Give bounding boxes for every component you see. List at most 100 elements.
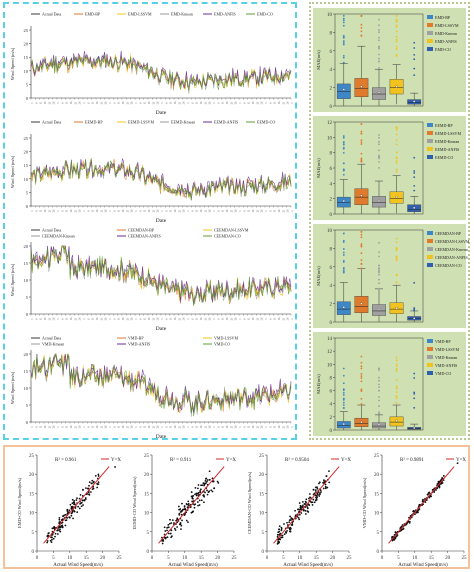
- box-outlier: [395, 356, 398, 359]
- scatter-point: [180, 510, 183, 512]
- x-tick-label: 1: [109, 102, 112, 104]
- x-tick-label: 16: [96, 209, 99, 212]
- y-tick-label: 10: [327, 363, 333, 368]
- x-tick-label: 21: [256, 317, 259, 320]
- scatter-point: [304, 513, 307, 515]
- y-tick-label: 10: [327, 229, 333, 234]
- scatter-point: [54, 535, 56, 538]
- x-tick-label: 26: [157, 101, 160, 104]
- scatter-point: [395, 535, 398, 538]
- y-axis-label: VMD-CO Wind Speed(m/s): [362, 477, 367, 528]
- x-tick-label: 6: [269, 426, 272, 428]
- scatter-point: [76, 511, 79, 514]
- scatter-point: [438, 485, 441, 488]
- x-tick-label: 26: [53, 209, 56, 212]
- box-outlier: [413, 184, 416, 187]
- x-tick-label: 16: [122, 101, 125, 104]
- x-tick-label: 26: [131, 317, 134, 320]
- scatter-point: [185, 519, 188, 522]
- x-tick-label: 26: [209, 101, 212, 104]
- legend-swatch: [427, 371, 433, 375]
- x-tick-label: 26: [183, 425, 186, 428]
- box-outlier: [395, 127, 398, 129]
- x-tick-label: 11: [222, 425, 225, 428]
- box-outlier: [360, 141, 363, 144]
- x-tick-label: 1: [291, 210, 294, 212]
- scatter-point: [197, 504, 199, 507]
- box-outlier: [378, 47, 380, 50]
- scatter-point: [325, 475, 328, 477]
- box-mean: [395, 85, 398, 88]
- series-line: [30, 157, 292, 201]
- box-outlier: [378, 157, 380, 160]
- box-outlier: [395, 45, 398, 48]
- legend-label: EMD-ANFIS: [214, 12, 236, 17]
- box-outlier: [395, 401, 398, 404]
- y-tick-label: 4: [330, 284, 333, 289]
- x-tick-label: 1: [213, 426, 216, 428]
- y-tick-label: 6: [330, 266, 333, 271]
- scatter-point: [412, 509, 415, 512]
- scatter-point: [195, 492, 198, 495]
- scatter-point: [164, 530, 167, 532]
- x-tick-label: 21: [230, 317, 233, 320]
- box-outlier: [413, 372, 416, 375]
- x-tick-label: 16: [70, 101, 73, 104]
- x-tick-label: 11: [66, 425, 69, 428]
- identity-line: [43, 466, 110, 544]
- legend-label: Actual Data: [42, 120, 61, 125]
- scatter-point: [212, 480, 214, 483]
- scatter-point: [208, 470, 211, 473]
- x-tick-label: 5: [167, 556, 170, 561]
- scatter-point: [180, 528, 182, 530]
- box-outlier: [342, 394, 345, 396]
- x-tick-label: 1: [291, 318, 294, 320]
- x-tick-label: 21: [74, 101, 77, 104]
- scatter-point: [278, 525, 281, 528]
- x-tick-label: 1: [135, 210, 138, 212]
- x-tick-label: 26: [209, 317, 212, 320]
- box-outlier: [378, 29, 380, 31]
- box-outlier: [395, 55, 398, 57]
- x-tick-label: 20: [215, 556, 221, 561]
- x-tick-label: 16: [174, 209, 177, 212]
- x-tick-label: 26: [105, 101, 108, 104]
- y-tick-label: 10: [24, 177, 29, 182]
- scatter-point: [187, 521, 189, 523]
- y-axis-label: Wind Speed (m/s): [10, 47, 15, 80]
- x-tick-label: 6: [35, 102, 38, 104]
- y-tick-label: 5: [377, 531, 380, 536]
- box-outlier: [342, 404, 345, 406]
- y-tick-label: 20: [24, 244, 29, 249]
- x-tick-label: 6: [191, 426, 194, 428]
- scatter-point: [290, 519, 292, 521]
- scatter-point: [196, 501, 199, 503]
- scatter-point: [314, 486, 317, 489]
- legend-swatch: [427, 355, 433, 359]
- scatter-point: [414, 513, 416, 516]
- box-outlier: [360, 139, 363, 141]
- x-tick-label: 6: [165, 210, 168, 212]
- x-tick-label: 6: [61, 426, 64, 428]
- x-tick-label: 5: [52, 556, 55, 561]
- y-tick-label: 8: [330, 31, 333, 36]
- y-tick-label: 0: [330, 105, 333, 110]
- box-outlier: [413, 41, 416, 44]
- scatter-point: [50, 541, 53, 544]
- box-mean: [395, 195, 398, 199]
- y-tick-label: 15: [24, 163, 29, 168]
- scatter-point: [192, 494, 195, 497]
- scatter-point: [61, 518, 63, 521]
- y-tick-label: 20: [374, 473, 380, 478]
- scatter-point: [322, 479, 325, 482]
- scatter-point: [187, 500, 190, 503]
- scatter-point: [277, 542, 280, 545]
- x-tick-label: 21: [48, 425, 51, 428]
- scatter-point: [57, 528, 59, 530]
- scatter-point: [194, 493, 196, 496]
- legend-label: Y=X: [111, 458, 121, 463]
- boxplot-panel: 0 2 4 6 8 10 MAE(m/s) EMD-BP EMD-LSSVM EMD-Kmean E…: [309, 2, 470, 440]
- box-outlier: [360, 390, 363, 393]
